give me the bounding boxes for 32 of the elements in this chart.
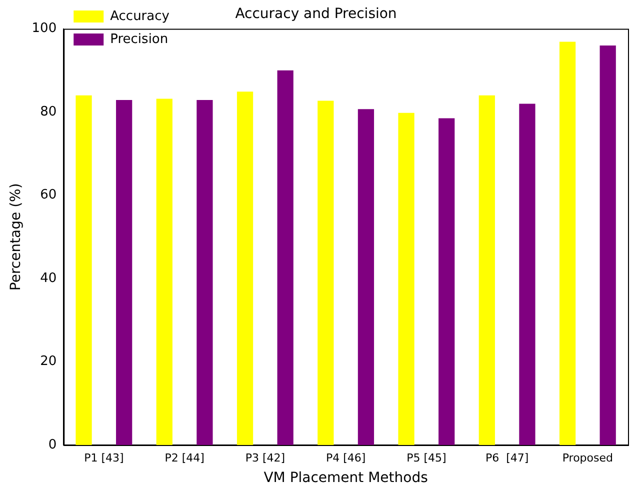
- y-axis-title: Percentage (%): [8, 183, 24, 291]
- y-tick-label: 0: [48, 437, 57, 452]
- bar: [559, 42, 576, 445]
- y-tick-label: 80: [40, 104, 57, 120]
- bar: [277, 70, 294, 445]
- bar: [156, 98, 172, 445]
- bar: [76, 95, 92, 445]
- x-axis-title: VM Placement Methods: [264, 470, 428, 486]
- x-tick-label: P3 [42]: [245, 451, 286, 464]
- bar: [398, 112, 414, 445]
- bar: [438, 118, 455, 445]
- y-tick-label: 20: [40, 354, 57, 370]
- bar: [600, 45, 616, 445]
- bar: [318, 100, 334, 445]
- x-tick-label: P1 [43]: [84, 451, 124, 464]
- x-tick-label: P5 [45]: [406, 451, 446, 464]
- bar: [196, 100, 213, 445]
- y-tick-label: 60: [40, 188, 57, 203]
- bar: [116, 100, 132, 445]
- x-tick-label: P6 [47]: [485, 451, 529, 464]
- y-tick-label: 100: [32, 21, 57, 36]
- bar: [236, 92, 254, 445]
- x-tick-label: Proposed: [562, 451, 614, 464]
- legend-label: Precision: [110, 32, 168, 47]
- x-tick-label: P2 [44]: [164, 451, 204, 464]
- y-tick-label: 40: [40, 270, 57, 286]
- bar: [358, 109, 374, 445]
- chart-title: Accuracy and Precision: [235, 6, 397, 22]
- x-tick-label: P4 [46]: [326, 451, 366, 464]
- legend-label: Accuracy: [110, 8, 170, 24]
- bar: [519, 104, 536, 445]
- bar: [478, 95, 495, 445]
